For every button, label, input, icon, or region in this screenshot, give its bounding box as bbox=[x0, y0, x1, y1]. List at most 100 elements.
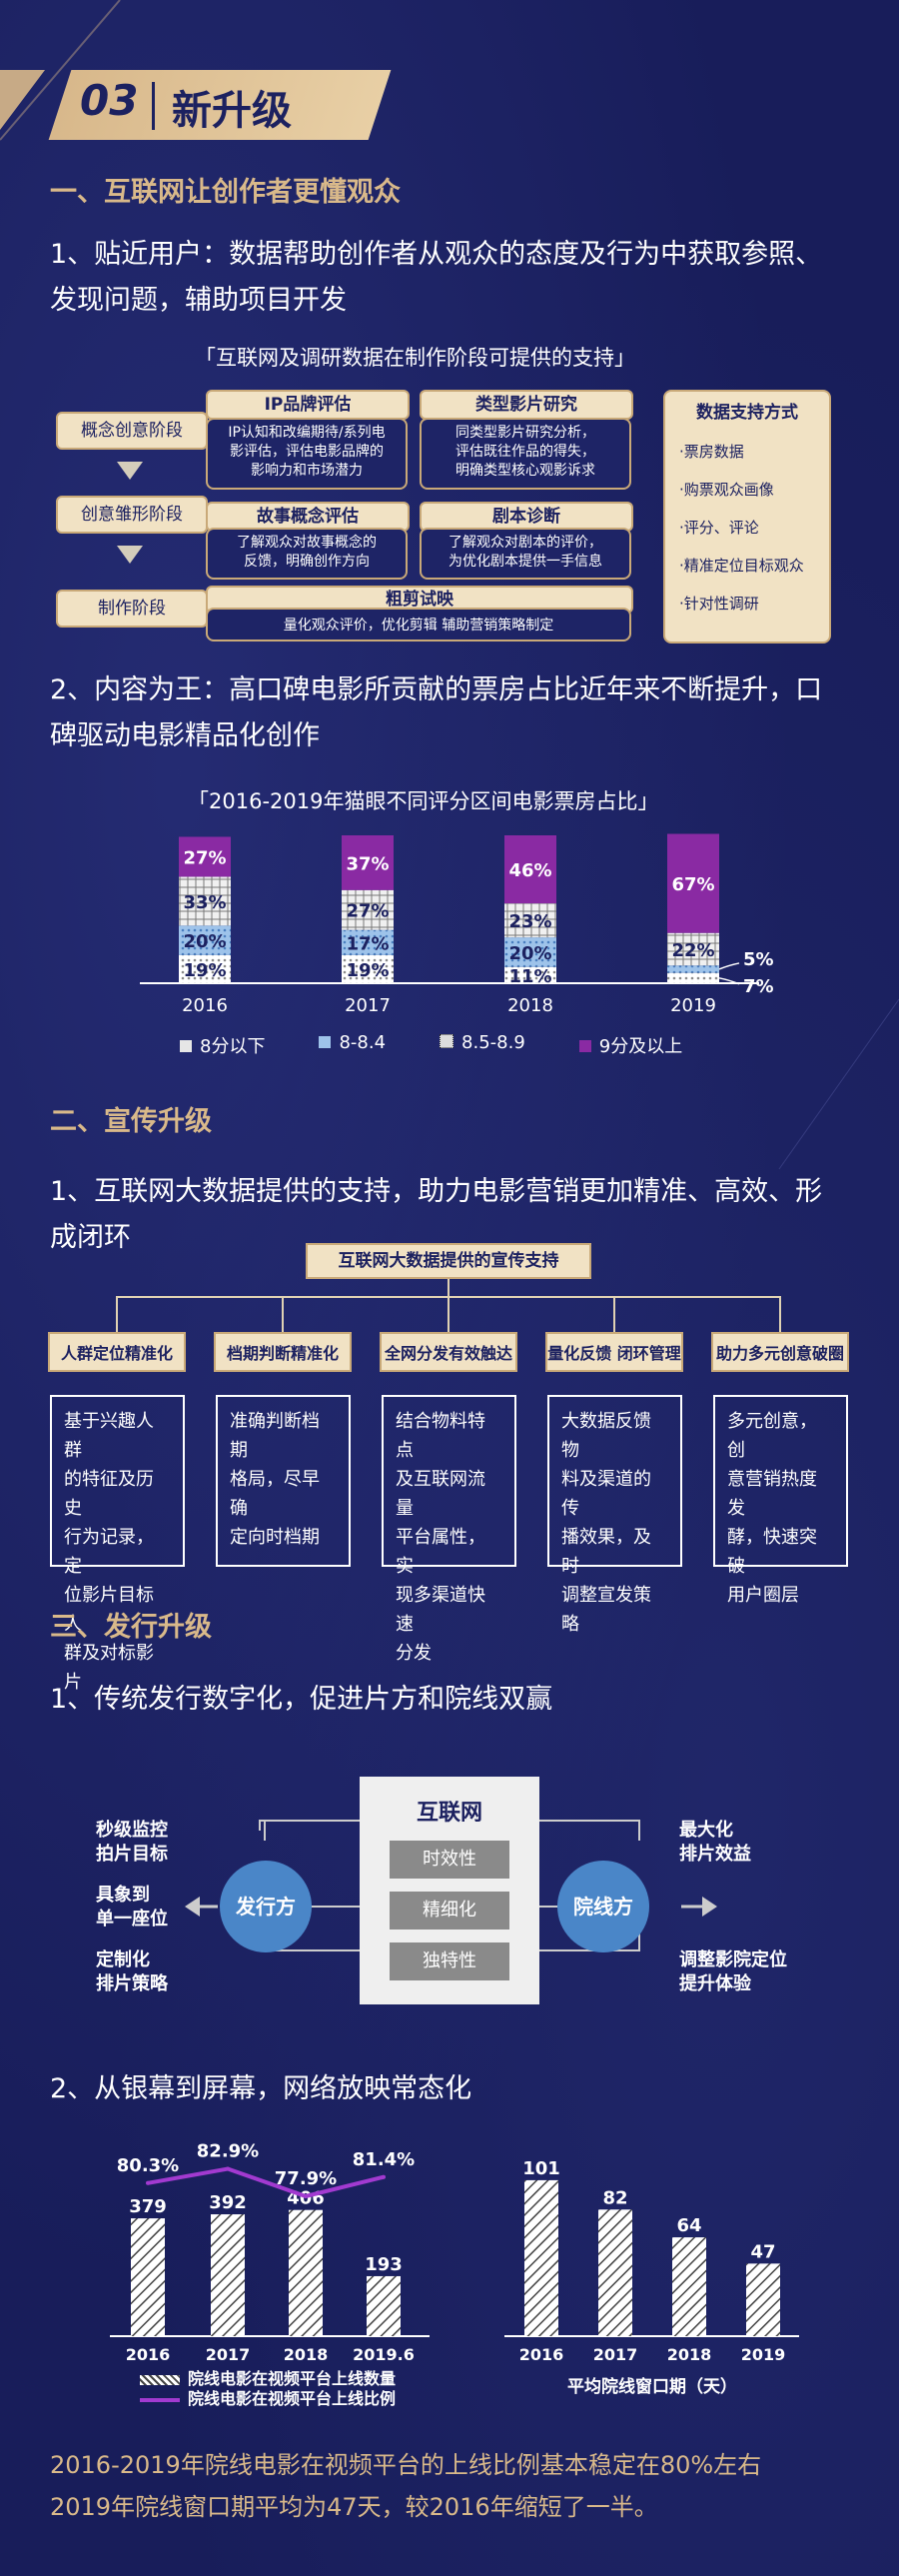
chart2-legend: 院线电影在视频平台上线数量 院线电影在视频平台上线比例 bbox=[140, 2369, 396, 2409]
promo-box-3: 结合物料特点 及互联网流量 平台属性，实 现多渠道快速 分发 bbox=[382, 1395, 516, 1664]
chart3-xlabel: 平均院线窗口期（天） bbox=[567, 2377, 737, 2397]
support-box: 数据支持方式 ·票房数据 ·购票观众画像 ·评分、评论 ·精准定位目标观众 ·针… bbox=[663, 390, 831, 644]
section3-paragraph1: 1、传统发行数字化，促进片方和院线双赢 bbox=[50, 1684, 553, 1715]
rough-cut-body: 量化观众评价，优化剪辑 辅助营销策略制定 bbox=[206, 608, 631, 642]
promo-box-4: 大数据反馈物 料及渠道的传 播效果，及时 调整宣发策略 bbox=[547, 1395, 682, 1635]
tick-label: 2019.6 bbox=[353, 2345, 415, 2364]
support-item: ·针对性调研 bbox=[679, 595, 759, 613]
box-line: 结合物料特点 bbox=[396, 1411, 485, 1461]
bar bbox=[211, 2214, 245, 2336]
bar bbox=[289, 2209, 323, 2336]
support-item: ·精准定位目标观众 bbox=[679, 557, 804, 575]
data-label: 392 bbox=[209, 2192, 247, 2213]
tree-line bbox=[779, 1296, 781, 1332]
box-line: 定向时档期 bbox=[230, 1527, 320, 1548]
pill-uniqueness: 独特性 bbox=[390, 1942, 509, 1980]
data-label: 7% bbox=[743, 976, 774, 997]
legend-item: 8分以下 bbox=[180, 1032, 265, 1058]
box-line: 现多渠道快速 bbox=[396, 1585, 485, 1635]
support-item: ·购票观众画像 bbox=[679, 481, 774, 499]
box-line: 分发 bbox=[396, 1643, 432, 1664]
data-label: 82.9% bbox=[197, 2141, 259, 2162]
box-line: 用户圈层 bbox=[727, 1585, 799, 1606]
internet-title: 互联网 bbox=[416, 1801, 482, 1826]
support-item: ·评分、评论 bbox=[679, 519, 759, 537]
stage-prototype: 创意雏形阶段 bbox=[56, 496, 208, 534]
bar-segment bbox=[342, 835, 394, 890]
data-label: 379 bbox=[129, 2196, 167, 2217]
tick-label: 2017 bbox=[593, 2345, 638, 2364]
data-label: 20% bbox=[508, 943, 551, 964]
box-line: 意营销热度发 bbox=[727, 1469, 817, 1519]
bar-segment bbox=[504, 966, 556, 983]
left-text-2: 具象到 单一座位 bbox=[96, 1885, 168, 1930]
ip-title: IP品牌评估 bbox=[206, 390, 410, 420]
paragraph-line: 1、互联网大数据提供的支持，助力电影营销更加精准、高效、形 bbox=[50, 1176, 823, 1207]
leader-line bbox=[718, 977, 740, 985]
data-label: 37% bbox=[346, 853, 389, 874]
legend-item: 9分及以上 bbox=[578, 1032, 682, 1058]
promo-box-1: 基于兴趣人群 的特征及历史 行为记录，定 位影片目标人 群及对标影片 bbox=[50, 1395, 185, 1693]
tree-line bbox=[448, 1279, 450, 1297]
script-title: 剧本诊断 bbox=[420, 502, 633, 532]
data-label: 46% bbox=[508, 860, 551, 881]
tick-label: 2018 bbox=[507, 995, 553, 1016]
tick-label: 2018 bbox=[284, 2345, 329, 2364]
legend-item: 院线电影在视频平台上线比例 bbox=[140, 2389, 396, 2409]
box-line: 大数据反馈物 bbox=[561, 1411, 651, 1461]
box-line: 的特征及历史 bbox=[64, 1469, 154, 1519]
arrow-down-icon bbox=[117, 546, 143, 564]
box-line: 基于兴趣人群 bbox=[64, 1411, 154, 1461]
bar-segment bbox=[667, 972, 719, 983]
data-label: 11% bbox=[508, 966, 551, 987]
box-line: 播效果，及时 bbox=[561, 1527, 651, 1577]
data-label: 19% bbox=[346, 960, 389, 981]
tick-label: 2016 bbox=[126, 2345, 171, 2364]
box-line: 群及对标影片 bbox=[64, 1643, 154, 1693]
tick-label: 2016 bbox=[182, 995, 228, 1016]
paragraph-line: 成闭环 bbox=[50, 1222, 131, 1253]
banner-number: 03 bbox=[80, 76, 139, 125]
promo-tag-5: 助力多元创意破圈 bbox=[711, 1332, 849, 1372]
bar bbox=[367, 2275, 401, 2336]
data-label: 17% bbox=[346, 933, 389, 954]
circle-distributor: 发行方 bbox=[220, 1861, 312, 1952]
ratio-line bbox=[147, 2166, 385, 2199]
data-label: 80.3% bbox=[117, 2155, 179, 2176]
script-body: 了解观众对剧本的评价， 为优化剧本提供一手信息 bbox=[420, 528, 631, 580]
bar-segment bbox=[342, 929, 394, 955]
bar-segment bbox=[667, 965, 719, 973]
right-text-1: 最大化 排片效益 bbox=[679, 1820, 751, 1865]
paragraph-line: 碑驱动电影精品化创作 bbox=[50, 720, 320, 751]
script-line: 为优化剧本提供一手信息 bbox=[449, 554, 602, 570]
data-label: 33% bbox=[183, 892, 226, 913]
promo-tag-2: 档期判断精准化 bbox=[214, 1332, 352, 1372]
box-line: 酵，快速突破 bbox=[727, 1527, 817, 1577]
box-line: 料及渠道的传 bbox=[561, 1469, 651, 1519]
data-label: 27% bbox=[183, 847, 226, 868]
data-label: 19% bbox=[183, 960, 226, 981]
promo-tag-1: 人群定位精准化 bbox=[48, 1332, 186, 1372]
genre-title: 类型影片研究 bbox=[420, 390, 633, 420]
bar-segment bbox=[179, 954, 231, 983]
story-line: 反馈，明确创作方向 bbox=[244, 554, 370, 570]
data-label: 27% bbox=[346, 901, 389, 922]
bar bbox=[746, 2263, 780, 2336]
bar-segment bbox=[179, 876, 231, 926]
ratio-point bbox=[304, 2194, 308, 2198]
support-list: ·票房数据 ·购票观众画像 ·评分、评论 ·精准定位目标观众 ·针对性调研 bbox=[679, 433, 829, 623]
legend-item: 8.5-8.9 bbox=[440, 1032, 525, 1058]
data-label: 101 bbox=[522, 2158, 560, 2179]
banner-divider bbox=[152, 82, 155, 130]
data-label: 64 bbox=[676, 2215, 701, 2236]
box-line: 位影片目标人 bbox=[64, 1585, 154, 1635]
ip-line: 影评估，评估电影品牌的 bbox=[230, 444, 384, 460]
diagram-title: 「互联网及调研数据在制作阶段可提供的支持」 bbox=[195, 346, 635, 370]
tree-line bbox=[613, 1296, 615, 1332]
chart1-legend: 8分以下 8-8.4 8.5-8.9 9分及以上 bbox=[180, 1032, 819, 1058]
stage-concept: 概念创意阶段 bbox=[56, 412, 208, 450]
section1-paragraph1: 1、贴近用户：数据帮助创作者从观众的态度及行为中获取参照、 发现问题，辅助项目开… bbox=[50, 232, 869, 324]
stage-production: 制作阶段 bbox=[56, 590, 208, 628]
bar bbox=[524, 2179, 558, 2336]
data-label: 20% bbox=[183, 931, 226, 952]
